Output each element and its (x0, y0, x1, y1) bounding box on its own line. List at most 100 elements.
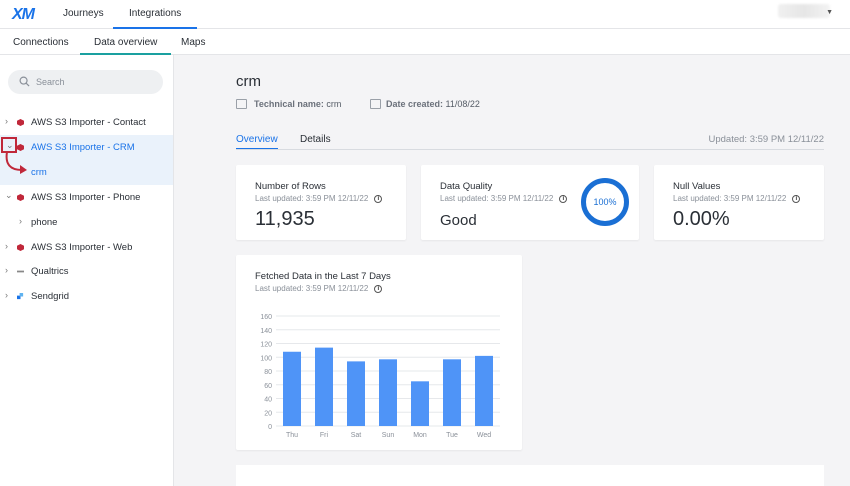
technical-name-label: Technical name: (254, 99, 324, 109)
card-value: 11,935 (255, 208, 315, 230)
null-values-card: Null Values Last updated: 3:59 PM 12/11/… (654, 165, 824, 240)
card-subtitle: Last updated: 3:59 PM 12/11/22 i (440, 194, 568, 203)
sidebar-item-aws-contact[interactable]: › AWS S3 Importer - Contact (0, 110, 173, 135)
bar[interactable] (347, 361, 365, 426)
search-icon (19, 76, 30, 87)
sidebar-item-phone[interactable]: › phone (0, 210, 173, 235)
qualtrics-icon (17, 270, 24, 273)
y-tick-label: 100 (260, 355, 272, 362)
sidebar-item-aws-web[interactable]: › AWS S3 Importer - Web (0, 235, 173, 260)
sub-nav: Connections Data overview Maps (0, 29, 850, 55)
sidebar-item-label: crm (31, 167, 47, 178)
y-tick-label: 140 (260, 328, 272, 335)
last-updated: Last updated: 3:59 PM 12/11/22 (673, 194, 787, 203)
sidebar-item-label: AWS S3 Importer - Phone (31, 192, 141, 203)
user-menu[interactable] (778, 4, 830, 18)
last-updated: Last updated: 3:59 PM 12/11/22 (255, 194, 369, 203)
card-value: Good (440, 212, 477, 229)
aws-icon (17, 119, 24, 126)
rows-card: Number of Rows Last updated: 3:59 PM 12/… (236, 165, 406, 240)
sidebar-item-qualtrics[interactable]: › Qualtrics (0, 259, 173, 284)
chevron-right-icon[interactable]: › (5, 265, 8, 275)
tab-overview[interactable]: Overview (236, 134, 278, 150)
date-created-label: Date created: (386, 99, 444, 109)
info-icon[interactable]: i (374, 284, 383, 293)
technical-name: Technical name: crm (254, 99, 341, 109)
sidebar-item-aws-phone[interactable]: ⌄ AWS S3 Importer - Phone (0, 185, 173, 210)
sidebar-item-label: AWS S3 Importer - CRM (31, 142, 135, 153)
x-tick-label: Mon (413, 432, 427, 439)
page-title: crm (236, 73, 261, 90)
bar[interactable] (315, 347, 333, 426)
xm-logo[interactable]: XM (12, 6, 35, 23)
search-box (8, 70, 163, 94)
sidebar-item-label: Qualtrics (31, 266, 69, 277)
tab-details[interactable]: Details (300, 134, 331, 145)
date-created: Date created: 11/08/22 (386, 99, 480, 109)
card-subtitle: Last updated: 3:59 PM 12/11/22 i (255, 194, 383, 203)
y-tick-label: 80 (264, 369, 272, 376)
card-value: 0.00% (673, 208, 730, 230)
y-tick-label: 60 (264, 383, 272, 390)
quality-ring: 100% (581, 178, 629, 226)
lower-card (236, 465, 824, 486)
chevron-right-icon[interactable]: › (5, 241, 8, 251)
y-tick-label: 20 (264, 410, 272, 417)
sidebar-item-label: phone (31, 217, 58, 228)
info-icon[interactable]: i (559, 194, 568, 203)
sidebar-item-label: AWS S3 Importer - Web (31, 242, 133, 253)
bar[interactable] (475, 355, 493, 426)
tab-journeys[interactable]: Journeys (63, 8, 104, 19)
bar[interactable] (379, 359, 397, 426)
info-icon[interactable]: i (792, 194, 801, 203)
last-updated: Last updated: 3:59 PM 12/11/22 (255, 284, 369, 293)
card-title: Null Values (673, 181, 721, 192)
card-subtitle: Last updated: 3:59 PM 12/11/22 i (673, 194, 801, 203)
annotation-arrow-icon (5, 152, 27, 174)
x-tick-label: Thu (286, 432, 298, 439)
bar[interactable] (443, 359, 461, 426)
chevron-right-icon[interactable]: › (5, 116, 8, 126)
annotation-highlight-box (1, 137, 17, 153)
x-tick-label: Sat (351, 432, 362, 439)
chevron-down-icon[interactable]: ⌄ (5, 190, 13, 200)
sidebar-item-label: AWS S3 Importer - Contact (31, 117, 146, 128)
technical-name-value: crm (326, 99, 342, 109)
quality-card: Data Quality Last updated: 3:59 PM 12/11… (421, 165, 639, 240)
tab-divider (236, 149, 824, 150)
sidebar-item-crm[interactable]: crm (0, 160, 173, 185)
card-title: Fetched Data in the Last 7 Days (255, 271, 391, 282)
bar[interactable] (411, 381, 429, 426)
tab-integrations[interactable]: Integrations (112, 8, 198, 29)
info-icon[interactable]: i (374, 194, 383, 203)
y-tick-label: 40 (264, 397, 272, 404)
x-tick-label: Tue (446, 432, 458, 439)
top-nav: XM Journeys Integrations ▼ (0, 0, 850, 29)
tab-connections[interactable]: Connections (13, 37, 69, 48)
sidebar: › AWS S3 Importer - Contact ⌄ AWS S3 Imp… (0, 55, 174, 486)
chevron-down-icon[interactable]: ⌄ (6, 140, 14, 150)
bar-chart: 0 20 40 60 80 100 120 140 160 Thu Fri Sat Sun Mon Tue W… (260, 314, 500, 439)
id-card-icon (236, 99, 247, 109)
x-tick-label: Sun (382, 432, 395, 439)
sidebar-item-aws-crm[interactable]: ⌄ AWS S3 Importer - CRM (0, 135, 173, 160)
bar[interactable] (283, 351, 301, 426)
chevron-right-icon[interactable]: › (5, 290, 8, 300)
chevron-right-icon[interactable]: › (19, 216, 22, 226)
aws-icon (17, 194, 24, 201)
updated-timestamp: Updated: 3:59 PM 12/11/22 (708, 134, 825, 145)
card-subtitle: Last updated: 3:59 PM 12/11/22 i (255, 284, 383, 293)
ring-label: 100% (593, 197, 617, 207)
card-title: Number of Rows (255, 181, 326, 192)
card-title: Data Quality (440, 181, 493, 192)
sidebar-item-label: Sendgrid (31, 291, 70, 302)
sidebar-item-sendgrid[interactable]: › Sendgrid (0, 284, 173, 309)
aws-icon (17, 244, 24, 251)
tab-data-overview[interactable]: Data overview (79, 37, 172, 55)
tab-maps[interactable]: Maps (181, 37, 206, 48)
chevron-down-icon[interactable]: ▼ (826, 9, 833, 16)
y-tick-label: 160 (260, 314, 272, 321)
aws-icon (17, 144, 24, 151)
fetched-data-card: Fetched Data in the Last 7 Days Last upd… (236, 255, 522, 450)
search-input[interactable] (36, 74, 156, 90)
